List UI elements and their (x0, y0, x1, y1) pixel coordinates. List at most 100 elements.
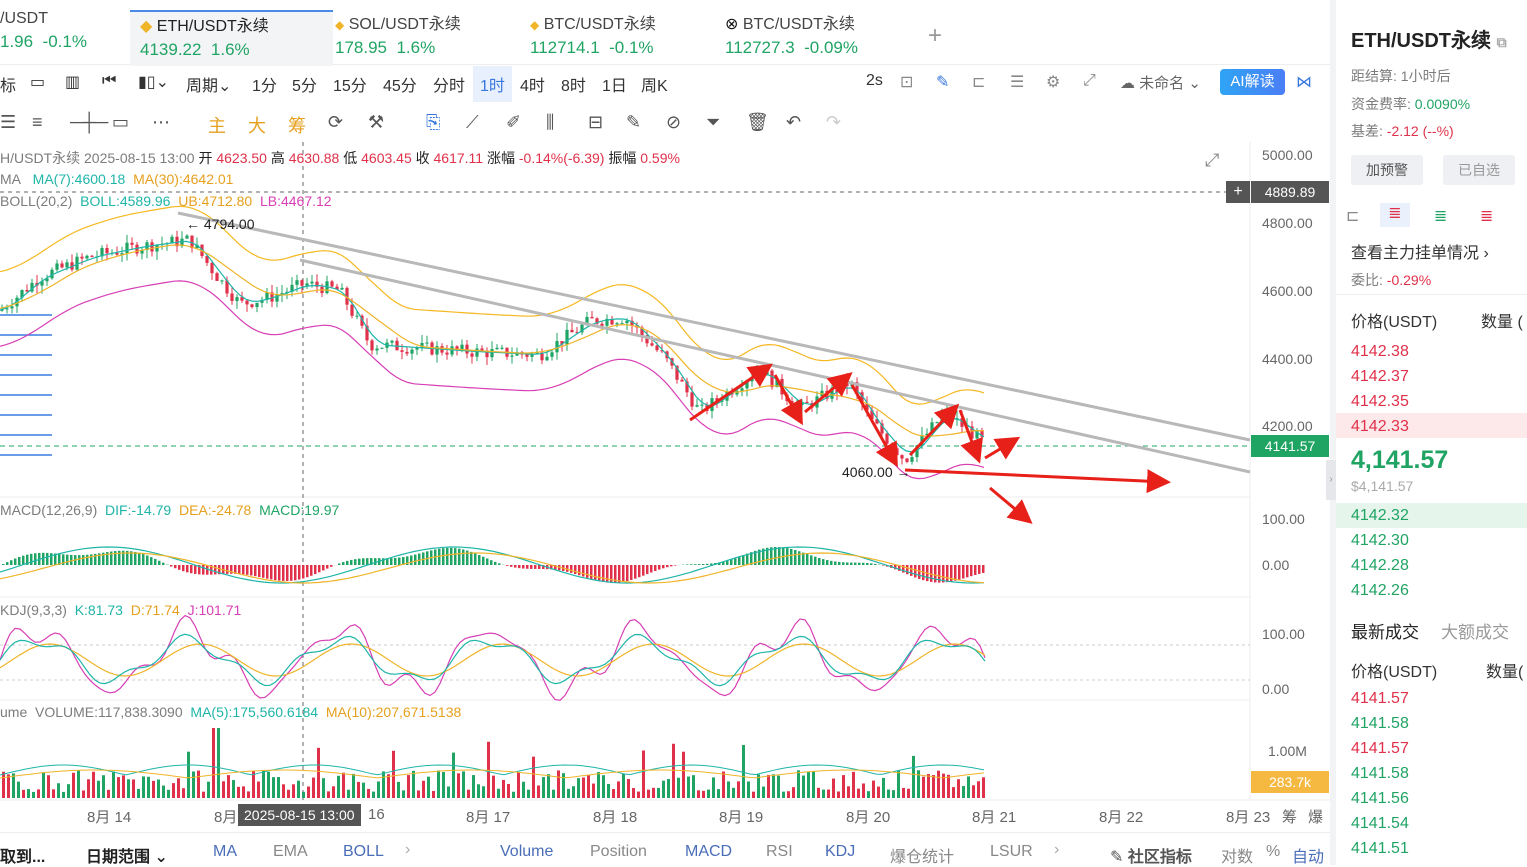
auto-scale-toggle[interactable]: 自动 (1292, 843, 1324, 867)
candle-body (150, 242, 153, 251)
log-scale-toggle[interactable]: 对数 (1221, 843, 1253, 867)
menu-icon[interactable]: ☰ (0, 112, 16, 133)
price-chart[interactable] (0, 142, 1330, 832)
orderbook-depth-icon[interactable]: ≣ (1480, 206, 1493, 226)
period-45m[interactable]: 45分 (383, 72, 417, 96)
percent-scale-toggle[interactable]: % (1266, 843, 1280, 861)
indicator-rsi[interactable]: RSI (766, 843, 793, 861)
bid-price[interactable]: 4142.30 (1351, 532, 1409, 550)
period-1d[interactable]: 1日 (602, 72, 627, 96)
ask-price[interactable]: 4142.38 (1351, 343, 1409, 361)
note-icon[interactable]: ✎ (626, 112, 641, 133)
collapse-handle[interactable]: › (1326, 460, 1336, 500)
period-timeshare[interactable]: 分时 (433, 72, 465, 96)
main-orders-link[interactable]: 查看主力挂单情况 › (1351, 239, 1489, 263)
trash-icon[interactable]: 🗑 (746, 112, 769, 133)
indicator-volume[interactable]: Volume (500, 843, 553, 861)
bid-price[interactable]: 4142.26 (1351, 582, 1409, 600)
period-8h[interactable]: 8时 (561, 72, 586, 96)
bid-price[interactable]: 4142.32 (1351, 507, 1409, 525)
period-1m[interactable]: 1分 (252, 72, 277, 96)
redo-icon[interactable]: ↷ (826, 112, 841, 133)
candle-body (220, 280, 223, 281)
indicator-macd[interactable]: MACD (685, 843, 732, 861)
tab-big-trades[interactable]: 大额成交 (1441, 618, 1509, 643)
orderbook-sell-icon[interactable]: ≣ (1434, 206, 1447, 226)
tab-2[interactable]: ◆ SOL/USDT永续 178.95 1.6% (335, 10, 515, 64)
bars-icon[interactable]: ⫼ (546, 112, 554, 133)
rect-icon[interactable]: ▭ (112, 112, 129, 133)
filter-icon[interactable]: ⏷ (706, 112, 720, 133)
magnet-icon[interactable]: ⚒ (368, 112, 384, 133)
refresh-icon[interactable]: ⟳ (328, 112, 343, 133)
period-1h[interactable]: 1时 (473, 66, 512, 102)
chevron-right-icon[interactable]: › (1054, 841, 1059, 859)
alert-button[interactable]: 加预警 (1351, 155, 1423, 185)
more-icon[interactable]: ⋯ (152, 112, 170, 133)
refresh-interval[interactable]: 2s (866, 72, 883, 90)
fullscreen-icon[interactable]: ⤢ (1083, 72, 1096, 90)
orderbook-both-icon[interactable]: ⊏ (1346, 206, 1359, 226)
camera-icon[interactable]: ⊡ (900, 72, 913, 92)
bid-price[interactable]: 4142.28 (1351, 557, 1409, 575)
community-indicators[interactable]: ✎ 社区指标 (1110, 843, 1192, 867)
chips-icon[interactable]: 筹 (288, 112, 306, 138)
period-15m[interactable]: 15分 (333, 72, 367, 96)
ask-price[interactable]: 4142.35 (1351, 393, 1409, 411)
share-icon[interactable]: ⋈ (1296, 72, 1312, 92)
calendar-icon[interactable]: ▭ (30, 72, 45, 92)
brush-icon[interactable]: ✐ (506, 112, 521, 133)
cursor-icon[interactable]: ⎘ (426, 112, 440, 133)
main-force-icon[interactable]: 主 (208, 112, 226, 138)
add-crosshair-icon[interactable]: + (1226, 181, 1250, 203)
chevron-right-icon[interactable]: › (405, 841, 410, 859)
liquidation-toggle[interactable]: 爆 (1308, 806, 1323, 827)
watchlist-button[interactable]: 已自选 (1443, 155, 1515, 185)
tab-change: -0.1% (609, 38, 653, 57)
ruler-icon[interactable]: ⟋ (466, 112, 479, 133)
tab-4[interactable]: ⊗ BTC/USDT永续 112727.3 -0.09% (725, 10, 915, 64)
add-tab-button[interactable]: + (928, 22, 942, 50)
period-5m[interactable]: 5分 (292, 72, 317, 96)
ask-price[interactable]: 4142.33 (1351, 418, 1409, 436)
undo-icon[interactable]: ↶ (786, 112, 801, 133)
indicator-position[interactable]: Position (590, 843, 647, 861)
tab-latest-trades[interactable]: 最新成交 (1351, 618, 1419, 643)
crop-icon[interactable]: ⊏ (972, 72, 985, 92)
period-week[interactable]: 周K (641, 72, 668, 96)
candle-body (565, 330, 568, 345)
indicator-kdj[interactable]: KDJ (825, 843, 855, 861)
ask-price[interactable]: 4142.37 (1351, 368, 1409, 386)
orderbook-buy-icon[interactable]: ≣ (1380, 203, 1410, 227)
indicator-ema[interactable]: EMA (273, 843, 308, 861)
chips-toggle[interactable]: 筹 (1282, 806, 1297, 827)
goto-button[interactable]: 取到... (0, 843, 45, 867)
indicator-liquidation[interactable]: 爆仓统计 (890, 843, 954, 867)
link-icon[interactable]: ⊘ (666, 112, 681, 133)
indicator-lsur[interactable]: LSUR (990, 843, 1033, 861)
replay-icon[interactable]: ⏮ (102, 72, 116, 90)
big-order-icon[interactable]: 大 (248, 112, 266, 138)
period-dropdown[interactable]: 周期⌄ (186, 72, 231, 96)
hline-icon[interactable]: ─┼─ (70, 112, 108, 133)
period-4h[interactable]: 4时 (520, 72, 545, 96)
layout-icon[interactable]: ▥ (65, 72, 80, 92)
tab-0[interactable]: /USDT 1.96 -0.1% (0, 10, 125, 64)
settings-icon[interactable]: ⚙ (1046, 72, 1060, 92)
tab-3[interactable]: ◆ BTC/USDT永续 112714.1 -0.1% (530, 10, 710, 64)
copy-icon[interactable]: ⧉ (1497, 34, 1507, 50)
list-icon[interactable]: ☰ (1010, 72, 1024, 92)
pencil-icon[interactable]: ✎ (936, 72, 949, 92)
toolbar-item[interactable]: 标 (0, 72, 16, 96)
indicator-boll[interactable]: BOLL (343, 843, 384, 861)
lines-icon[interactable]: ≡ (32, 112, 43, 133)
expand-icon[interactable]: ⤢ (1205, 150, 1219, 171)
lock-icon[interactable]: ⊟ (588, 112, 603, 133)
chart-type-icon[interactable]: ▮▯⌄ (138, 72, 169, 92)
account-dropdown[interactable]: ☁ 未命名 ⌄ (1120, 72, 1201, 93)
indicator-ma[interactable]: MA (213, 843, 237, 861)
ai-button[interactable]: AI解读 (1220, 69, 1285, 95)
tab-1[interactable]: ◆ ETH/USDT永续 4139.22 1.6% (130, 10, 333, 66)
chg-label: 涨幅 (487, 150, 515, 166)
date-range-dropdown[interactable]: 日期范围 ⌄ (86, 843, 168, 867)
